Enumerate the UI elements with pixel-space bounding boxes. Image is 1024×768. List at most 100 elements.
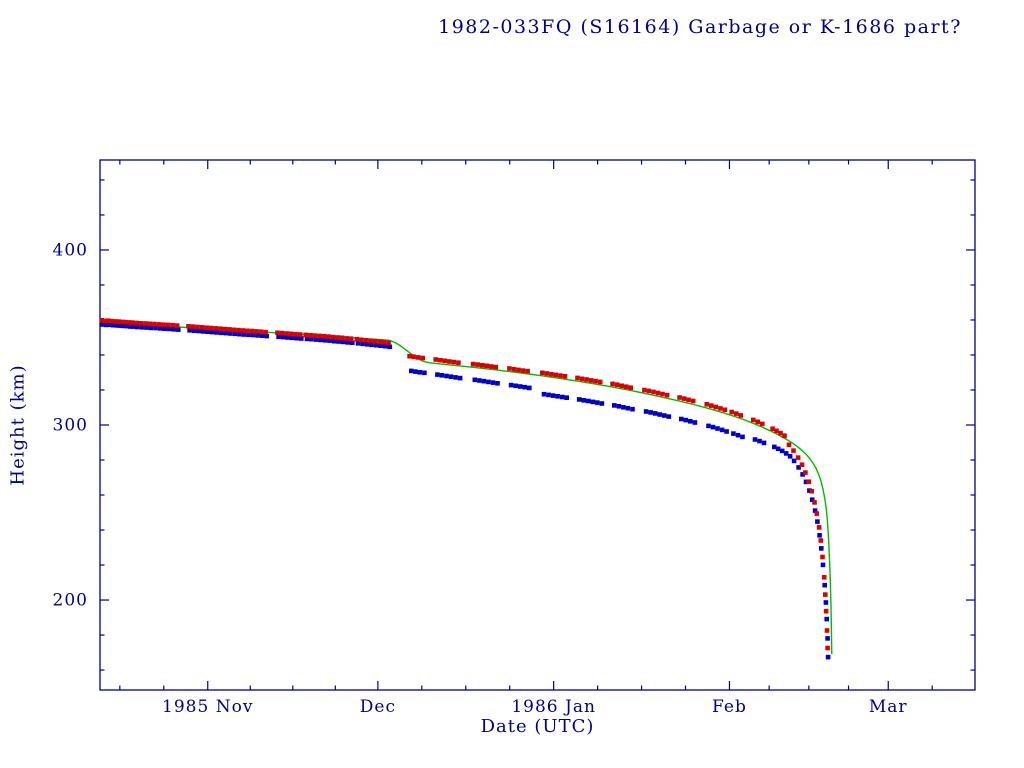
model-curve [99, 321, 833, 655]
data-point [489, 364, 494, 369]
y-tick-label: 300 [53, 416, 88, 436]
data-point [341, 339, 346, 345]
data-point [161, 322, 166, 327]
data-point [372, 338, 378, 344]
data-point [825, 645, 830, 651]
data-point [413, 369, 418, 374]
data-point [740, 434, 745, 440]
data-point [715, 426, 720, 431]
data-point [117, 323, 123, 328]
data-point [770, 426, 775, 431]
data-point [655, 390, 661, 396]
data-point [738, 413, 744, 418]
data-point [778, 430, 783, 436]
data-point [451, 359, 457, 365]
data-point [823, 600, 829, 605]
data-point [190, 324, 196, 329]
data-point [326, 334, 331, 339]
data-point [807, 488, 812, 493]
data-point [752, 437, 758, 442]
data-point [508, 382, 514, 388]
data-point [821, 575, 827, 580]
data-point [681, 396, 687, 401]
data-point [236, 327, 241, 333]
data-point [513, 383, 518, 389]
data-point [131, 324, 136, 329]
data-point [575, 375, 580, 381]
data-point [579, 376, 585, 382]
data-point [196, 328, 201, 334]
data-point [250, 332, 256, 338]
data-point [276, 334, 281, 340]
data-point [824, 616, 829, 622]
data-point [309, 336, 314, 342]
data-point [599, 401, 605, 406]
data-point [237, 331, 242, 337]
data-point [116, 319, 121, 324]
data-point [614, 382, 620, 387]
data-point [336, 339, 341, 344]
data-point [103, 322, 109, 328]
data-point [109, 318, 115, 324]
data-point [364, 342, 370, 347]
data-point [369, 342, 374, 348]
data-point [610, 381, 615, 387]
data-point [299, 336, 304, 341]
data-point [289, 335, 295, 341]
data-point [350, 340, 355, 345]
data-point [692, 420, 698, 425]
data-point [820, 562, 826, 568]
data-point [288, 331, 294, 337]
data-point [525, 368, 530, 374]
data-point [386, 340, 391, 345]
data-point [100, 322, 106, 327]
data-point [816, 525, 822, 530]
data-point [677, 395, 682, 400]
data-point [516, 367, 521, 373]
data-point [479, 363, 485, 368]
data-point [734, 411, 739, 416]
data-point [786, 442, 792, 448]
data-point [240, 328, 246, 333]
data-point [564, 395, 569, 400]
data-point [628, 385, 634, 390]
data-point [275, 330, 280, 336]
data-point [486, 379, 491, 385]
data-point [227, 327, 232, 332]
data-point [679, 416, 684, 422]
data-point [724, 429, 729, 434]
data-point [186, 324, 191, 329]
data-point [823, 608, 829, 614]
data-point [138, 321, 144, 326]
data-point [99, 318, 104, 323]
data-point [174, 323, 180, 328]
data-point [255, 333, 260, 338]
data-point [597, 379, 603, 385]
data-point [258, 329, 264, 334]
data-point [378, 343, 383, 348]
data-point [217, 326, 223, 331]
plot-frame [99, 159, 976, 691]
data-point [683, 417, 689, 423]
data-point [588, 378, 594, 383]
data-point [555, 394, 560, 399]
data-point [527, 385, 532, 391]
data-point [171, 327, 176, 332]
data-point [495, 381, 500, 386]
data-point [363, 338, 369, 343]
data-point [755, 419, 761, 425]
data-point [219, 330, 224, 336]
data-point [593, 378, 598, 384]
data-point [772, 444, 777, 450]
data-point [576, 397, 582, 402]
data-point [722, 407, 728, 413]
data-point [558, 373, 563, 378]
data-point [420, 355, 425, 361]
data-point [819, 546, 824, 551]
data-point [791, 458, 797, 464]
data-point [800, 472, 805, 477]
data-point [345, 340, 351, 345]
data-point [327, 338, 332, 343]
data-point [355, 341, 361, 346]
data-point [176, 327, 181, 332]
